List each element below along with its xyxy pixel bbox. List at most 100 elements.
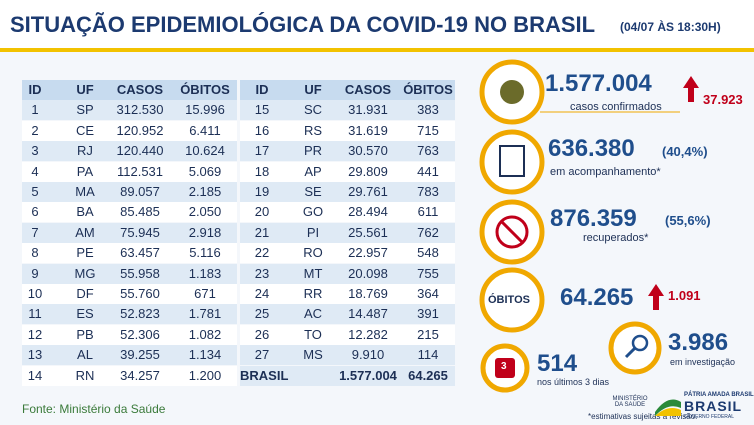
recovered-percent: (55,6%) (665, 213, 711, 228)
table-cell: RR (303, 286, 323, 301)
table-cell: AL (77, 347, 93, 363)
table-cell: 120.440 (116, 143, 164, 159)
table-cell: 23 (254, 265, 270, 281)
table-row (22, 222, 237, 243)
source: Fonte: Ministério da Saúde (22, 402, 166, 416)
table-cell: 27 (254, 347, 270, 363)
header-row (22, 80, 237, 100)
table-row (22, 182, 237, 202)
table-cell: ES (76, 306, 94, 322)
table-cell: 25 (254, 306, 270, 322)
table-cell: 6 (31, 204, 39, 220)
confirmed-new: 37.923 (703, 92, 743, 107)
table-cell: 18 (254, 163, 270, 179)
table-row (240, 222, 455, 243)
table-cell: 14.487 (348, 306, 388, 322)
table-cell: 5 (31, 184, 39, 199)
investigation-value: 3.986 (668, 329, 729, 356)
table-cell: 1.183 (188, 265, 222, 281)
table-cell: 18.769 (348, 286, 388, 301)
table-cell: BA (76, 204, 94, 220)
table-cell: PB (76, 326, 94, 342)
monitoring-label: em acompanhamento* (550, 166, 661, 178)
table-cell: PA (76, 163, 94, 179)
table-row (22, 100, 237, 121)
table-cell: SE (304, 184, 322, 199)
calendar-day: 3 (501, 361, 507, 372)
table-row (240, 161, 455, 182)
table-cell: PE (76, 245, 94, 261)
table-cell: MS (303, 347, 323, 363)
table-cell: 29.761 (348, 184, 388, 199)
table-row (22, 345, 237, 366)
table-cell: AP (304, 163, 322, 179)
table-row (240, 141, 455, 162)
table-row (240, 182, 455, 202)
table-cell: 3 (31, 143, 39, 159)
monitoring-percent: (40,4%) (662, 144, 708, 159)
table-cell: 755 (417, 265, 439, 281)
table-cell: 75.945 (120, 224, 160, 240)
table-cell: 22.957 (348, 245, 388, 261)
table-row (22, 324, 237, 345)
clipboard-icon (479, 129, 545, 195)
table-row (240, 100, 455, 121)
table-cell: 10.624 (185, 143, 225, 159)
recent-deaths-label: nos últimos 3 dias (537, 377, 610, 387)
table-row (22, 161, 237, 182)
table-cell: 1 (31, 102, 39, 118)
table-cell: 13 (27, 347, 43, 363)
table-row (240, 324, 455, 345)
table-cell: 14 (27, 367, 43, 383)
table-cell: 11 (28, 306, 42, 322)
table-cell: 391 (417, 306, 439, 322)
table-cell: 1.134 (188, 347, 222, 363)
flag-logo (655, 399, 681, 416)
table-cell: 15.996 (185, 102, 225, 118)
table-row (240, 202, 455, 223)
table-row (240, 263, 455, 284)
table-cell: PR (303, 143, 323, 159)
table-cell: 55.760 (120, 286, 160, 301)
table-cell: 24 (254, 286, 270, 301)
confirmed-label: casos confirmados (570, 101, 662, 113)
table-cell: 114 (417, 347, 439, 363)
table-cell: 7 (31, 224, 39, 240)
table-cell: 34.257 (120, 367, 160, 383)
recovered-value: 876.359 (550, 205, 637, 232)
table-cell: RN (75, 367, 95, 383)
table-cell: 762 (417, 224, 439, 240)
table-cell: 312.530 (116, 102, 164, 118)
table-cell: 55.958 (120, 265, 160, 281)
table-cell: 20.098 (348, 265, 388, 281)
table-cell: TO (304, 326, 322, 342)
table-cell: 5.116 (189, 245, 221, 261)
table-cell: 31.931 (348, 102, 388, 118)
up-arrow (683, 76, 699, 102)
table-cell: 52.306 (120, 326, 160, 342)
table-cell: 21 (254, 224, 270, 240)
table-cell: 9 (31, 265, 39, 281)
table-cell: 63.457 (120, 245, 160, 261)
table-cell: MT (303, 265, 323, 281)
total-label: BRASIL (240, 367, 289, 383)
table-row (22, 365, 237, 386)
table-cell: 715 (417, 122, 439, 138)
table-cell: 9.910 (351, 347, 385, 363)
table-cell: RO (303, 245, 323, 261)
deaths-new: 1.091 (668, 288, 701, 303)
table-cell: RJ (77, 143, 93, 159)
deaths-value: 64.265 (560, 284, 634, 311)
table-cell: 30.570 (348, 143, 388, 159)
table-cell: 112.531 (116, 163, 164, 179)
table-cell: 120.952 (116, 122, 164, 138)
title-underline (0, 48, 754, 52)
table-cell: 548 (417, 245, 439, 261)
table-cell: 28.494 (348, 204, 388, 220)
total-row (240, 365, 455, 386)
column-header: ID (255, 82, 269, 97)
recovered-label: recuperados* (583, 232, 649, 244)
recent-deaths-value: 514 (537, 350, 578, 377)
title-bar (0, 0, 754, 50)
